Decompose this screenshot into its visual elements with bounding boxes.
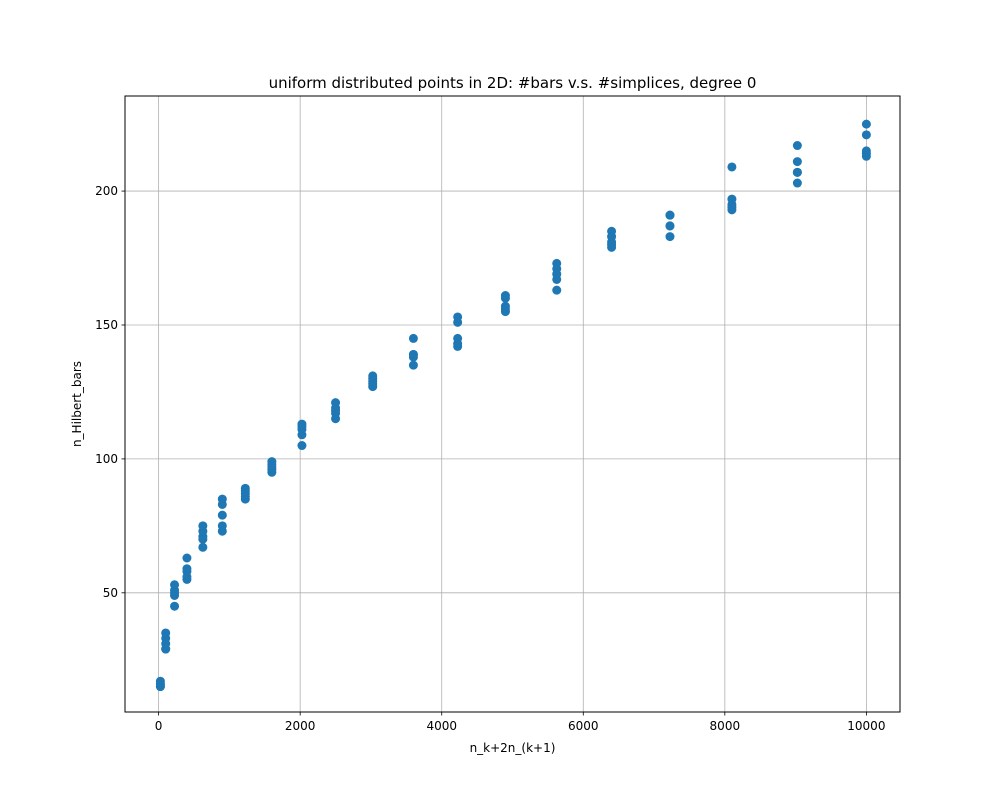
data-point (665, 221, 675, 231)
data-point (331, 398, 341, 408)
data-point (297, 419, 307, 429)
data-point (170, 588, 180, 598)
data-point (267, 457, 277, 467)
data-point (240, 483, 250, 493)
data-point (161, 644, 171, 654)
data-point (792, 178, 802, 188)
data-point (727, 194, 737, 204)
data-point (792, 141, 802, 151)
data-point (297, 441, 307, 451)
points-layer (155, 119, 871, 692)
data-point (408, 333, 418, 343)
x-tick-label: 10000 (847, 719, 885, 733)
y-tick-label: 50 (103, 586, 118, 600)
data-point (170, 580, 180, 590)
data-point (500, 301, 510, 311)
data-point (408, 349, 418, 359)
data-point (665, 232, 675, 242)
grid-layer (125, 96, 900, 712)
y-axis-label: n_Hilbert_bars (70, 361, 84, 447)
data-point (665, 210, 675, 220)
data-point (155, 679, 165, 689)
data-point (861, 146, 871, 156)
data-point (408, 360, 418, 370)
data-point (861, 119, 871, 129)
chart-title: uniform distributed points in 2D: #bars … (269, 74, 757, 92)
data-point (500, 291, 510, 301)
data-point (170, 601, 180, 611)
y-tick-label: 200 (95, 184, 118, 198)
data-point (607, 226, 617, 236)
y-tick-label: 100 (95, 452, 118, 466)
ticks-layer: 0 2000 4000 6000 8000 10000 50 100 150 200 (95, 184, 885, 733)
data-point (861, 130, 871, 140)
data-point (198, 542, 208, 552)
data-point (792, 167, 802, 177)
data-point (217, 521, 227, 531)
y-tick-label: 150 (95, 318, 118, 332)
data-point (453, 333, 463, 343)
data-point (727, 162, 737, 172)
data-point (368, 371, 378, 381)
x-tick-label: 8000 (710, 719, 741, 733)
data-point (161, 628, 171, 638)
data-point (182, 553, 192, 563)
data-point (217, 510, 227, 520)
data-point (552, 258, 562, 268)
x-tick-label: 2000 (285, 719, 316, 733)
data-point (198, 521, 208, 531)
x-tick-label: 6000 (568, 719, 599, 733)
data-point (552, 285, 562, 295)
x-tick-label: 0 (155, 719, 163, 733)
data-point (217, 494, 227, 504)
data-point (182, 564, 192, 574)
x-axis-label: n_k+2n_(k+1) (470, 741, 556, 755)
data-point (453, 312, 463, 322)
x-tick-label: 4000 (426, 719, 457, 733)
plot-frame (124, 95, 901, 713)
data-point (792, 157, 802, 167)
